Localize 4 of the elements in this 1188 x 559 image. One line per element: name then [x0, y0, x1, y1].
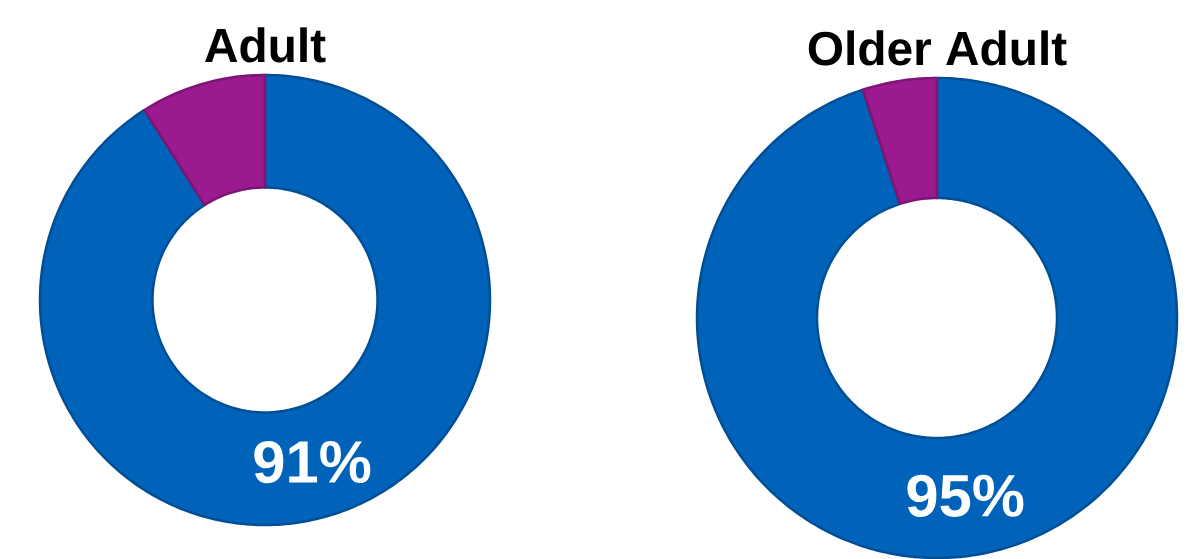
- chart-title: Adult: [205, 27, 326, 63]
- data-label: 91%: [254, 440, 371, 484]
- chart-title: Older Adult: [808, 30, 1067, 66]
- data-label: 95%: [907, 474, 1024, 517]
